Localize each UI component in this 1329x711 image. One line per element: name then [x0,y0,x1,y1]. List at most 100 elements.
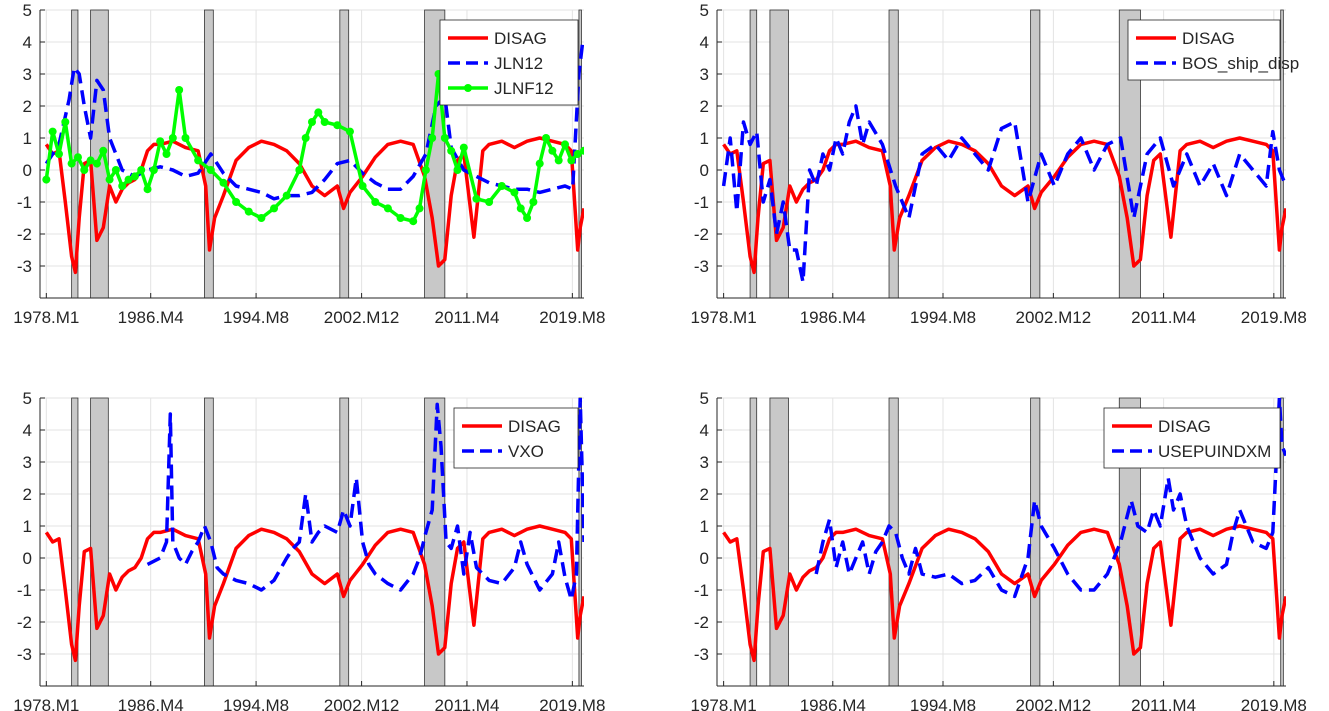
series-point-jlnf12 [529,198,538,206]
x-tick-label: 1994.M8 [910,696,976,711]
series-line-disag [44,524,584,663]
y-tick-label: 4 [700,33,709,52]
x-tick-label: 1978.M1 [13,696,79,711]
series-point-jlnf12 [333,121,342,130]
y-tick-label: -2 [17,225,32,244]
y-tick-label: 3 [23,65,32,84]
y-tick-label: 4 [23,33,32,52]
y-tick-label: 1 [700,129,709,148]
series-point-jlnf12 [270,204,279,213]
series-point-jlnf12 [409,217,418,226]
series-point-jlnf12 [567,156,576,165]
legend: DISAG VXO [453,407,579,469]
y-tick-label: 3 [700,453,709,472]
x-tick-label: 2002.M12 [324,308,400,327]
series-point-jlnf12 [440,134,449,142]
legend-label: VXO [508,442,544,461]
recession-bar [769,397,789,687]
legend-label: USEPUINDXM [1158,442,1271,461]
y-tick-label: 5 [700,1,709,20]
series-line-bos_ship_disp [721,104,1286,284]
series-point-jlnf12 [73,153,82,162]
legend-box [453,407,579,469]
series-point-jlnf12 [308,118,316,126]
y-tick-label: -1 [694,193,709,212]
series-point-jlnf12 [580,146,584,155]
series-point-jlnf12 [535,159,544,168]
x-tick-label: 1986.M4 [800,696,866,711]
legend-label: DISAG [508,417,561,436]
x-tick-label: 2011.M4 [1131,696,1196,711]
recession-bar [339,397,350,687]
series-point-jlnf12 [447,146,456,155]
y-tick-label: 5 [700,389,709,408]
x-tick-label: 2002.M12 [1016,696,1092,711]
series-point-jlnf12 [130,172,139,181]
legend-box [439,19,579,106]
series-point-jlnf12 [561,140,570,149]
x-tick-label: 1978.M1 [691,696,757,711]
chart-panel-bottom-left: -3 -2 -1 0 1 2 3 4 5 1978.M1 1986.M4 1994.M8 2002.M1… [13,389,605,711]
legend-marker [464,84,472,92]
x-tick-label: 1986.M4 [118,696,184,711]
series-point-jlnf12 [42,175,51,184]
y-tick-label: 2 [700,97,709,116]
series-point-jlnf12 [516,204,525,213]
series-point-jlnf12 [542,134,551,142]
series-point-jlnf12 [86,156,95,165]
x-tick-label: 2019.M8 [539,696,605,711]
series-point-jlnf12 [232,198,241,206]
legend-label: DISAG [494,29,547,48]
series-point-jlnf12 [320,118,329,126]
legend-label: BOS_ship_disp [1182,54,1299,73]
series-point-jlnf12 [181,134,190,142]
series-point-jlnf12 [219,178,228,187]
y-tick-label: -3 [694,257,709,276]
y-tick-label: 3 [23,453,32,472]
series-point-jlnf12 [137,166,146,174]
recession-bar [204,397,214,687]
y-tick-label: -3 [17,645,32,664]
series-point-jlnf12 [548,146,557,155]
y-tick-label: -1 [17,581,32,600]
chart-panel-bottom-right: -3 -2 -1 0 1 2 3 4 5 1978.M1 1986.M4 1994.M8 2002.M1… [691,389,1307,711]
y-tick-label: 0 [23,549,32,568]
series-point-jlnf12 [156,137,165,146]
y-tick-label: 1 [700,517,709,536]
series-point-jlnf12 [554,156,563,165]
x-tick-label: 1978.M1 [691,308,757,327]
x-tick-label: 2011.M4 [435,696,500,711]
series-point-jlnf12 [162,150,171,158]
y-tick-label: 0 [700,161,709,180]
x-tick-label: 1994.M8 [223,696,289,711]
series-point-jlnf12 [371,198,380,206]
x-tick-label: 1994.M8 [910,308,976,327]
recession-bar [1030,9,1041,299]
series-point-jlnf12 [459,143,468,152]
y-tick-label: -2 [17,613,32,632]
legend-label: JLN12 [494,54,543,73]
y-tick-label: -2 [694,225,709,244]
series-point-jlnf12 [118,182,127,190]
series-line-usepuindxm [814,398,1286,599]
series-point-jlnf12 [428,134,437,142]
series-point-jlnf12 [282,191,291,200]
series-point-jlnf12 [105,175,114,184]
x-tick-label: 2011.M4 [1131,308,1196,327]
series-point-jlnf12 [124,175,133,184]
series-point-jlnf12 [358,182,367,190]
y-tick-label: -1 [17,193,32,212]
x-tick-label: 1994.M8 [223,308,289,327]
legend-label: DISAG [1182,29,1235,48]
recession-bar [769,9,789,299]
series-point-jlnf12 [92,159,101,168]
y-tick-label: -3 [694,645,709,664]
y-tick-label: 2 [23,485,32,504]
series-point-jlnf12 [485,198,494,206]
x-tick-label: 1986.M4 [118,308,184,327]
series-point-jlnf12 [573,150,582,158]
series-point-jlnf12 [206,166,215,174]
series-line-disag [722,524,1286,663]
series-point-jlnf12 [453,166,462,174]
